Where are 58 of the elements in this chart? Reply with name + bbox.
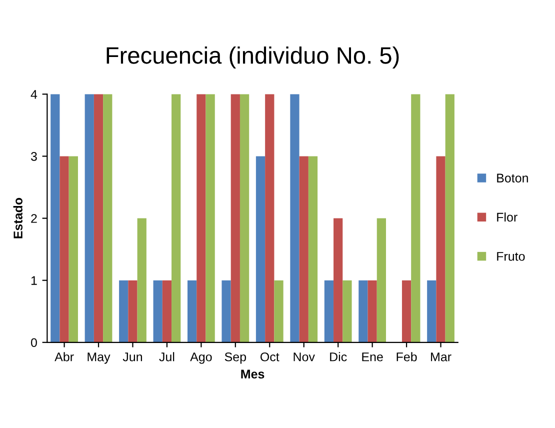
x-axis-title: Mes: [241, 370, 264, 379]
bar: [103, 94, 112, 342]
bar: [230, 94, 240, 342]
bar: [206, 94, 215, 342]
y-tick-label: 3: [30, 152, 37, 161]
bar: [290, 94, 300, 342]
bar: [334, 218, 343, 342]
bar: [402, 280, 412, 342]
bar: [265, 94, 274, 342]
bar: [376, 218, 386, 342]
bar: [119, 280, 128, 342]
legend-label: Boton: [497, 174, 528, 182]
x-tick-label: Dic: [330, 352, 347, 362]
bar: [187, 280, 197, 342]
bar: [411, 94, 420, 342]
bar: [60, 156, 69, 342]
bar: [240, 94, 250, 342]
bar: [358, 280, 368, 342]
bar: [436, 156, 446, 342]
legend-label: Flor: [497, 212, 518, 222]
bar: [308, 156, 318, 342]
bar: [84, 94, 94, 342]
legend-label: Fruto: [497, 252, 525, 261]
bar: [50, 94, 60, 342]
bar: [162, 280, 172, 342]
bar: [342, 280, 352, 342]
x-tick-label: Mar: [431, 352, 452, 362]
bar: [172, 94, 181, 342]
y-tick-label: 1: [31, 276, 37, 285]
x-tick-label: Oct: [260, 352, 280, 362]
x-tick-label: Ago: [190, 352, 212, 364]
bar: [196, 94, 206, 342]
bar: [324, 280, 334, 342]
y-axis-title: Estado: [13, 198, 22, 238]
bar: [128, 280, 138, 342]
bar: [94, 94, 104, 342]
x-tick-label: Sep: [224, 352, 246, 364]
x-tick-label: Jul: [159, 352, 174, 362]
bar: [299, 156, 308, 342]
bar: [445, 94, 454, 342]
y-tick-label: 0: [30, 338, 37, 348]
bar: [137, 218, 146, 342]
x-tick-label: Feb: [396, 352, 417, 362]
bar: [368, 280, 377, 342]
bar: [153, 280, 162, 342]
y-tick-label: 4: [30, 90, 38, 99]
bar: [427, 280, 436, 342]
x-tick-label: Jun: [122, 352, 142, 362]
x-tick-label: May: [88, 352, 110, 364]
bar: [68, 156, 78, 342]
x-tick-label: Abr: [54, 352, 74, 362]
bar: [222, 280, 231, 342]
bar: [274, 280, 284, 342]
chart-title: Frecuencia (individuo No. 5): [106, 46, 399, 68]
x-tick-label: Ene: [362, 352, 383, 362]
x-tick-label: Nov: [294, 352, 315, 362]
y-tick-label: 2: [31, 214, 37, 223]
bar: [256, 156, 266, 342]
